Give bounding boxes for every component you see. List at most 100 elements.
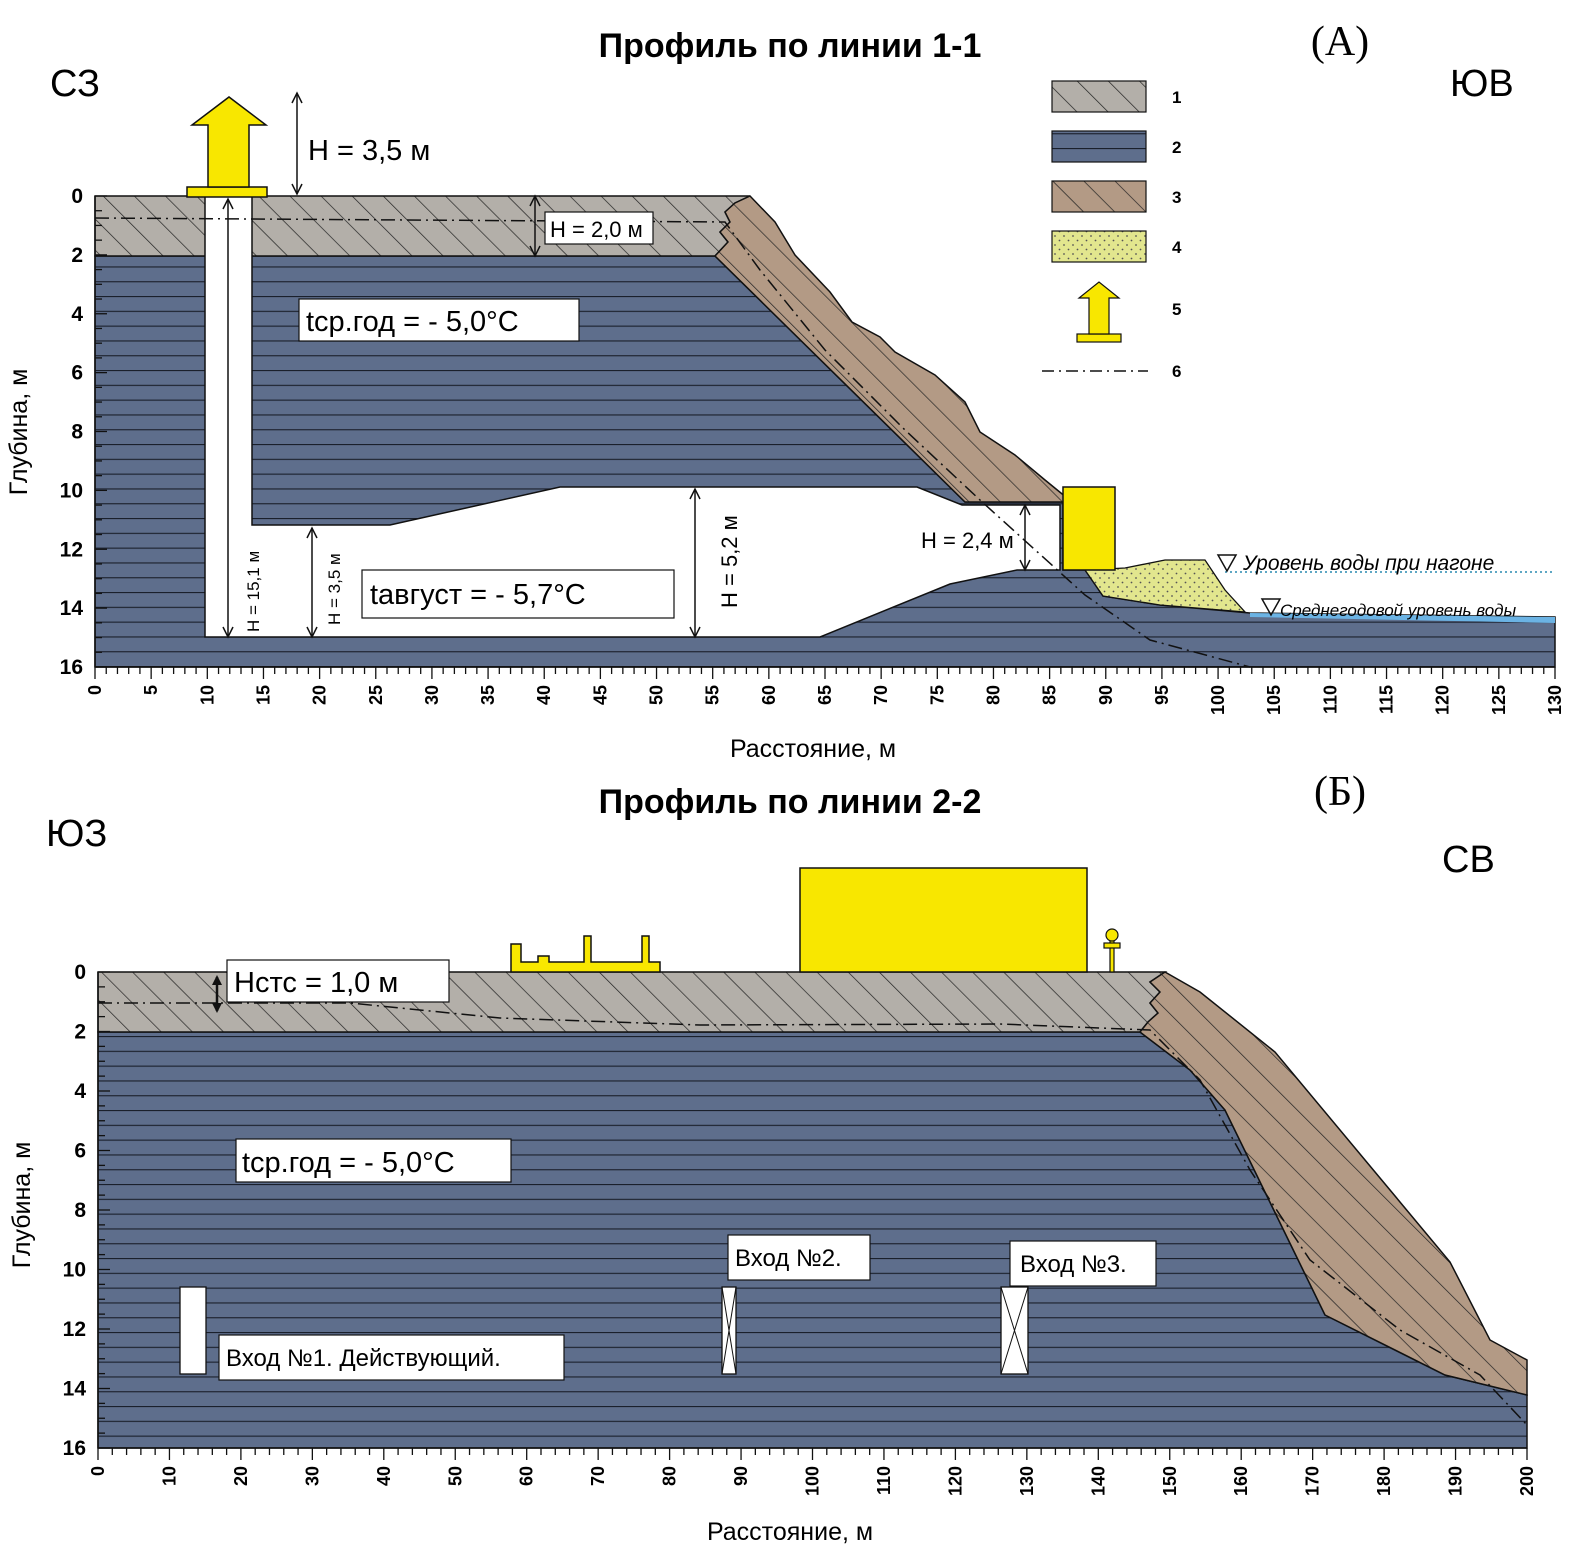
- dim-h-15-label: H = 15,1 м: [244, 551, 263, 632]
- x-tick-label: 80: [660, 1466, 680, 1486]
- y-tick-label: 8: [71, 421, 83, 444]
- x-tick-label: 130: [1017, 1466, 1037, 1496]
- x-tick-marks-b: [97, 1448, 1528, 1460]
- x-tick-label: 110: [874, 1466, 894, 1495]
- x-tick-labels-b: 0 10 20 30 40 50 60 70 80 90 100 110 120 130 140 150 160…: [88, 1466, 1537, 1496]
- entrance-2-box: [727, 1234, 871, 1281]
- profile-b-title: Профиль по линии 2-2: [599, 783, 982, 821]
- y-tick-label: 14: [63, 1378, 87, 1401]
- y-tick-label: 4: [74, 1080, 86, 1103]
- x-tick-label: 120: [945, 1466, 965, 1496]
- dim-h-15: [222, 197, 234, 639]
- t-year-box-b: [235, 1138, 512, 1183]
- x-tick-label: 75: [927, 685, 947, 705]
- y-tick-label: 6: [74, 1140, 86, 1163]
- adit-cavity-a: [204, 195, 1061, 638]
- water-mean-label: Среднегодовой уровень воды: [1280, 601, 1517, 620]
- y-tick-label: 12: [63, 1318, 86, 1341]
- dim-h-35-label: H = 3,5 м: [325, 553, 344, 625]
- t-year-label-b: tср.год = - 5,0°С: [242, 1147, 455, 1179]
- x-tick-label: 5: [141, 685, 161, 695]
- x-tick-label: 55: [703, 685, 723, 705]
- profile-b-dir-right: СВ: [1442, 839, 1495, 881]
- y-tick-label: 2: [71, 244, 83, 267]
- x-tick-label: 25: [366, 685, 386, 705]
- profile-a-dir-right: ЮВ: [1450, 63, 1514, 105]
- x-tick-label: 35: [478, 685, 498, 705]
- water-surge-label: Уровень воды при нагоне: [1242, 552, 1494, 575]
- entrance-2-icon: [721, 1286, 737, 1375]
- y-tick-label: 6: [71, 362, 83, 385]
- x-axis-a: [94, 666, 1556, 679]
- x-tick-label: 130: [1545, 685, 1565, 715]
- y-axis-b: [97, 971, 110, 1449]
- y-tick-label: 16: [63, 1437, 86, 1460]
- y-tick-labels-b: 0 2 4 6 8 10 12 14 16: [63, 961, 87, 1460]
- profile-b-dir-left: ЮЗ: [46, 813, 107, 855]
- x-tick-label: 190: [1446, 1466, 1466, 1496]
- x-tick-label: 140: [1088, 1466, 1108, 1496]
- x-tick-label: 65: [815, 685, 835, 705]
- dim-h-52: [689, 487, 701, 639]
- x-tick-labels-a: 0 5 10 15 20 25 30 35 40 45 50 55 60 65 70 75 80 85 90 95 10…: [85, 685, 1565, 715]
- dim-h-active: [529, 194, 541, 258]
- x-tick-label: 100: [1208, 685, 1228, 715]
- profile-a: Профиль по линии 1-1 (А) СЗ ЮВ H =: [5, 19, 1565, 763]
- x-tick-label: 15: [253, 685, 273, 705]
- y-tick-label: 2: [74, 1021, 86, 1044]
- legend-1: 1: [1172, 88, 1181, 107]
- permafrost-table-line-a: [94, 217, 1251, 668]
- x-tick-label: 95: [1152, 685, 1172, 705]
- legend-2: 2: [1172, 138, 1181, 157]
- x-tick-label: 30: [422, 685, 442, 705]
- dim-h-top: [291, 91, 303, 196]
- x-tick-label: 40: [534, 685, 554, 705]
- entrance-1-label: Вход №1. Действующий.: [226, 1345, 501, 1372]
- profile-b: Профиль по линии 2-2 (Б) ЮЗ СВ Вход №1. …: [8, 769, 1537, 1546]
- x-tick-label: 10: [159, 1466, 179, 1486]
- permafrost-table-line-b: [98, 1002, 1528, 1426]
- building-2: [799, 867, 1088, 973]
- x-tick-marks-a: [94, 667, 1556, 679]
- x-axis-label-a: Расстояние, м: [730, 735, 896, 763]
- x-tick-label: 100: [803, 1466, 823, 1496]
- x-tick-label: 125: [1489, 685, 1509, 715]
- x-tick-label: 0: [88, 1466, 108, 1476]
- dim-h-top-label: H = 3,5 м: [308, 135, 430, 167]
- legend-5: 5: [1172, 300, 1181, 319]
- h-stc-box: [226, 959, 450, 1003]
- x-tick-label: 105: [1264, 685, 1284, 715]
- pole-icon: [1103, 928, 1121, 973]
- x-tick-label: 40: [374, 1466, 394, 1486]
- t-year-box-a: [298, 298, 580, 342]
- dim-h-24: [1019, 503, 1031, 572]
- entrance-3-icon: [1000, 1286, 1029, 1375]
- y-tick-label: 12: [60, 538, 83, 561]
- x-tick-label: 50: [445, 1466, 465, 1486]
- dim-h-24-label: H = 2,4 м: [921, 528, 1014, 553]
- building-1: [510, 935, 661, 973]
- x-tick-label: 20: [310, 685, 330, 705]
- x-tick-label: 70: [871, 685, 891, 705]
- t-aug-box: [361, 569, 675, 619]
- entrance-3-box: [1009, 1240, 1157, 1287]
- y-tick-label: 16: [60, 656, 83, 679]
- ventilation-icon-a: [186, 96, 269, 198]
- x-tick-label: 80: [983, 685, 1003, 705]
- sand-deposit-a: [1083, 559, 1247, 613]
- profile-a-panel-label: (А): [1311, 19, 1369, 65]
- legend-4: 4: [1172, 238, 1182, 257]
- y-tick-label: 8: [74, 1199, 86, 1222]
- legend-ventilation-icon: [1076, 281, 1122, 343]
- water-marker-surge-icon: [1216, 554, 1238, 573]
- legend-3: 3: [1172, 188, 1181, 207]
- dim-h-active-label: H = 2,0 м: [550, 217, 643, 242]
- x-tick-label: 85: [1040, 685, 1060, 705]
- entrance-1-icon: [179, 1286, 207, 1375]
- slope-deposit-b: [1138, 971, 1528, 1396]
- x-tick-label: 90: [731, 1466, 751, 1486]
- x-tick-label: 50: [647, 685, 667, 705]
- y-tick-label: 0: [74, 961, 86, 984]
- t-aug-label: tавгуст = - 5,7°С: [370, 579, 586, 611]
